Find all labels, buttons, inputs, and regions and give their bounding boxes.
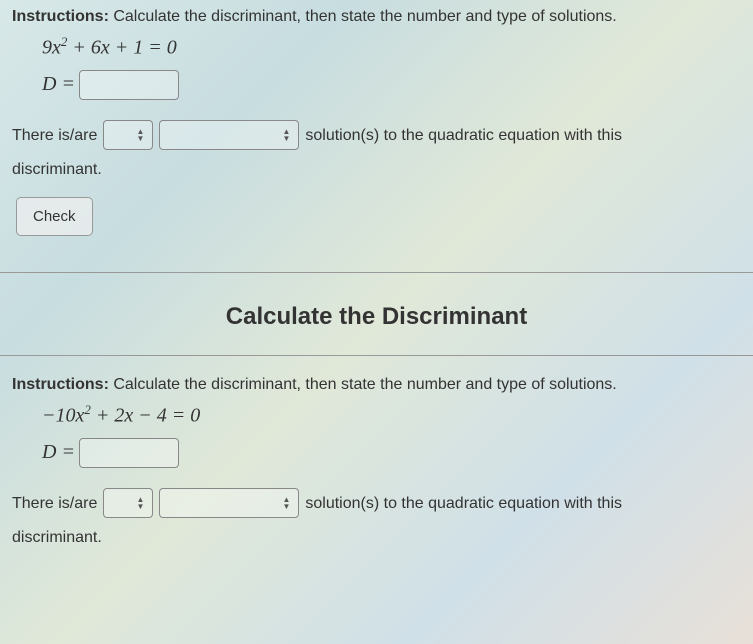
section-divider-bottom [0, 355, 753, 356]
instructions-label-2: Instructions: [12, 376, 109, 393]
section-title: Calculate the Discriminant [0, 273, 753, 355]
solution-sentence-1: There is/are ▲▼ ▲▼ solution(s) to the qu… [12, 118, 741, 153]
stepper-arrows-icon: ▲▼ [136, 128, 144, 142]
count-stepper-1[interactable]: ▲▼ [103, 120, 153, 150]
check-button[interactable]: Check [16, 197, 93, 236]
equation-2: −10x2 + 2x − 4 = 0 [42, 402, 741, 428]
instructions-text-2: Calculate the discriminant, then state t… [109, 376, 617, 393]
instructions-text: Calculate the discriminant, then state t… [109, 8, 617, 25]
instructions-line: Instructions: Calculate the discriminant… [12, 8, 741, 26]
sentence2-part1: There is/are [12, 486, 97, 521]
d-input-2[interactable] [79, 438, 179, 468]
solution-sentence-2: There is/are ▲▼ ▲▼ solution(s) to the qu… [12, 486, 741, 521]
problem-1-section: Instructions: Calculate the discriminant… [0, 0, 753, 248]
sentence2-part3: discriminant. [12, 529, 741, 547]
d-row-2: D = [42, 438, 741, 468]
sentence-part1: There is/are [12, 118, 97, 153]
problem-2-section: Instructions: Calculate the discriminant… [0, 368, 753, 559]
instructions-label: Instructions: [12, 8, 109, 25]
type-stepper-1[interactable]: ▲▼ [159, 120, 299, 150]
stepper-arrows-icon: ▲▼ [136, 496, 144, 510]
d-input-1[interactable] [79, 70, 179, 100]
d-label-2: D = [42, 441, 75, 464]
instructions-line-2: Instructions: Calculate the discriminant… [12, 376, 741, 394]
type-stepper-2[interactable]: ▲▼ [159, 488, 299, 518]
sentence-part3: discriminant. [12, 161, 741, 179]
d-label: D = [42, 73, 75, 96]
sentence-part2: solution(s) to the quadratic equation wi… [305, 118, 622, 153]
equation-1: 9x2 + 6x + 1 = 0 [42, 34, 741, 60]
d-row-1: D = [42, 70, 741, 100]
stepper-arrows-icon: ▲▼ [282, 128, 290, 142]
count-stepper-2[interactable]: ▲▼ [103, 488, 153, 518]
sentence2-part2: solution(s) to the quadratic equation wi… [305, 486, 622, 521]
stepper-arrows-icon: ▲▼ [282, 496, 290, 510]
